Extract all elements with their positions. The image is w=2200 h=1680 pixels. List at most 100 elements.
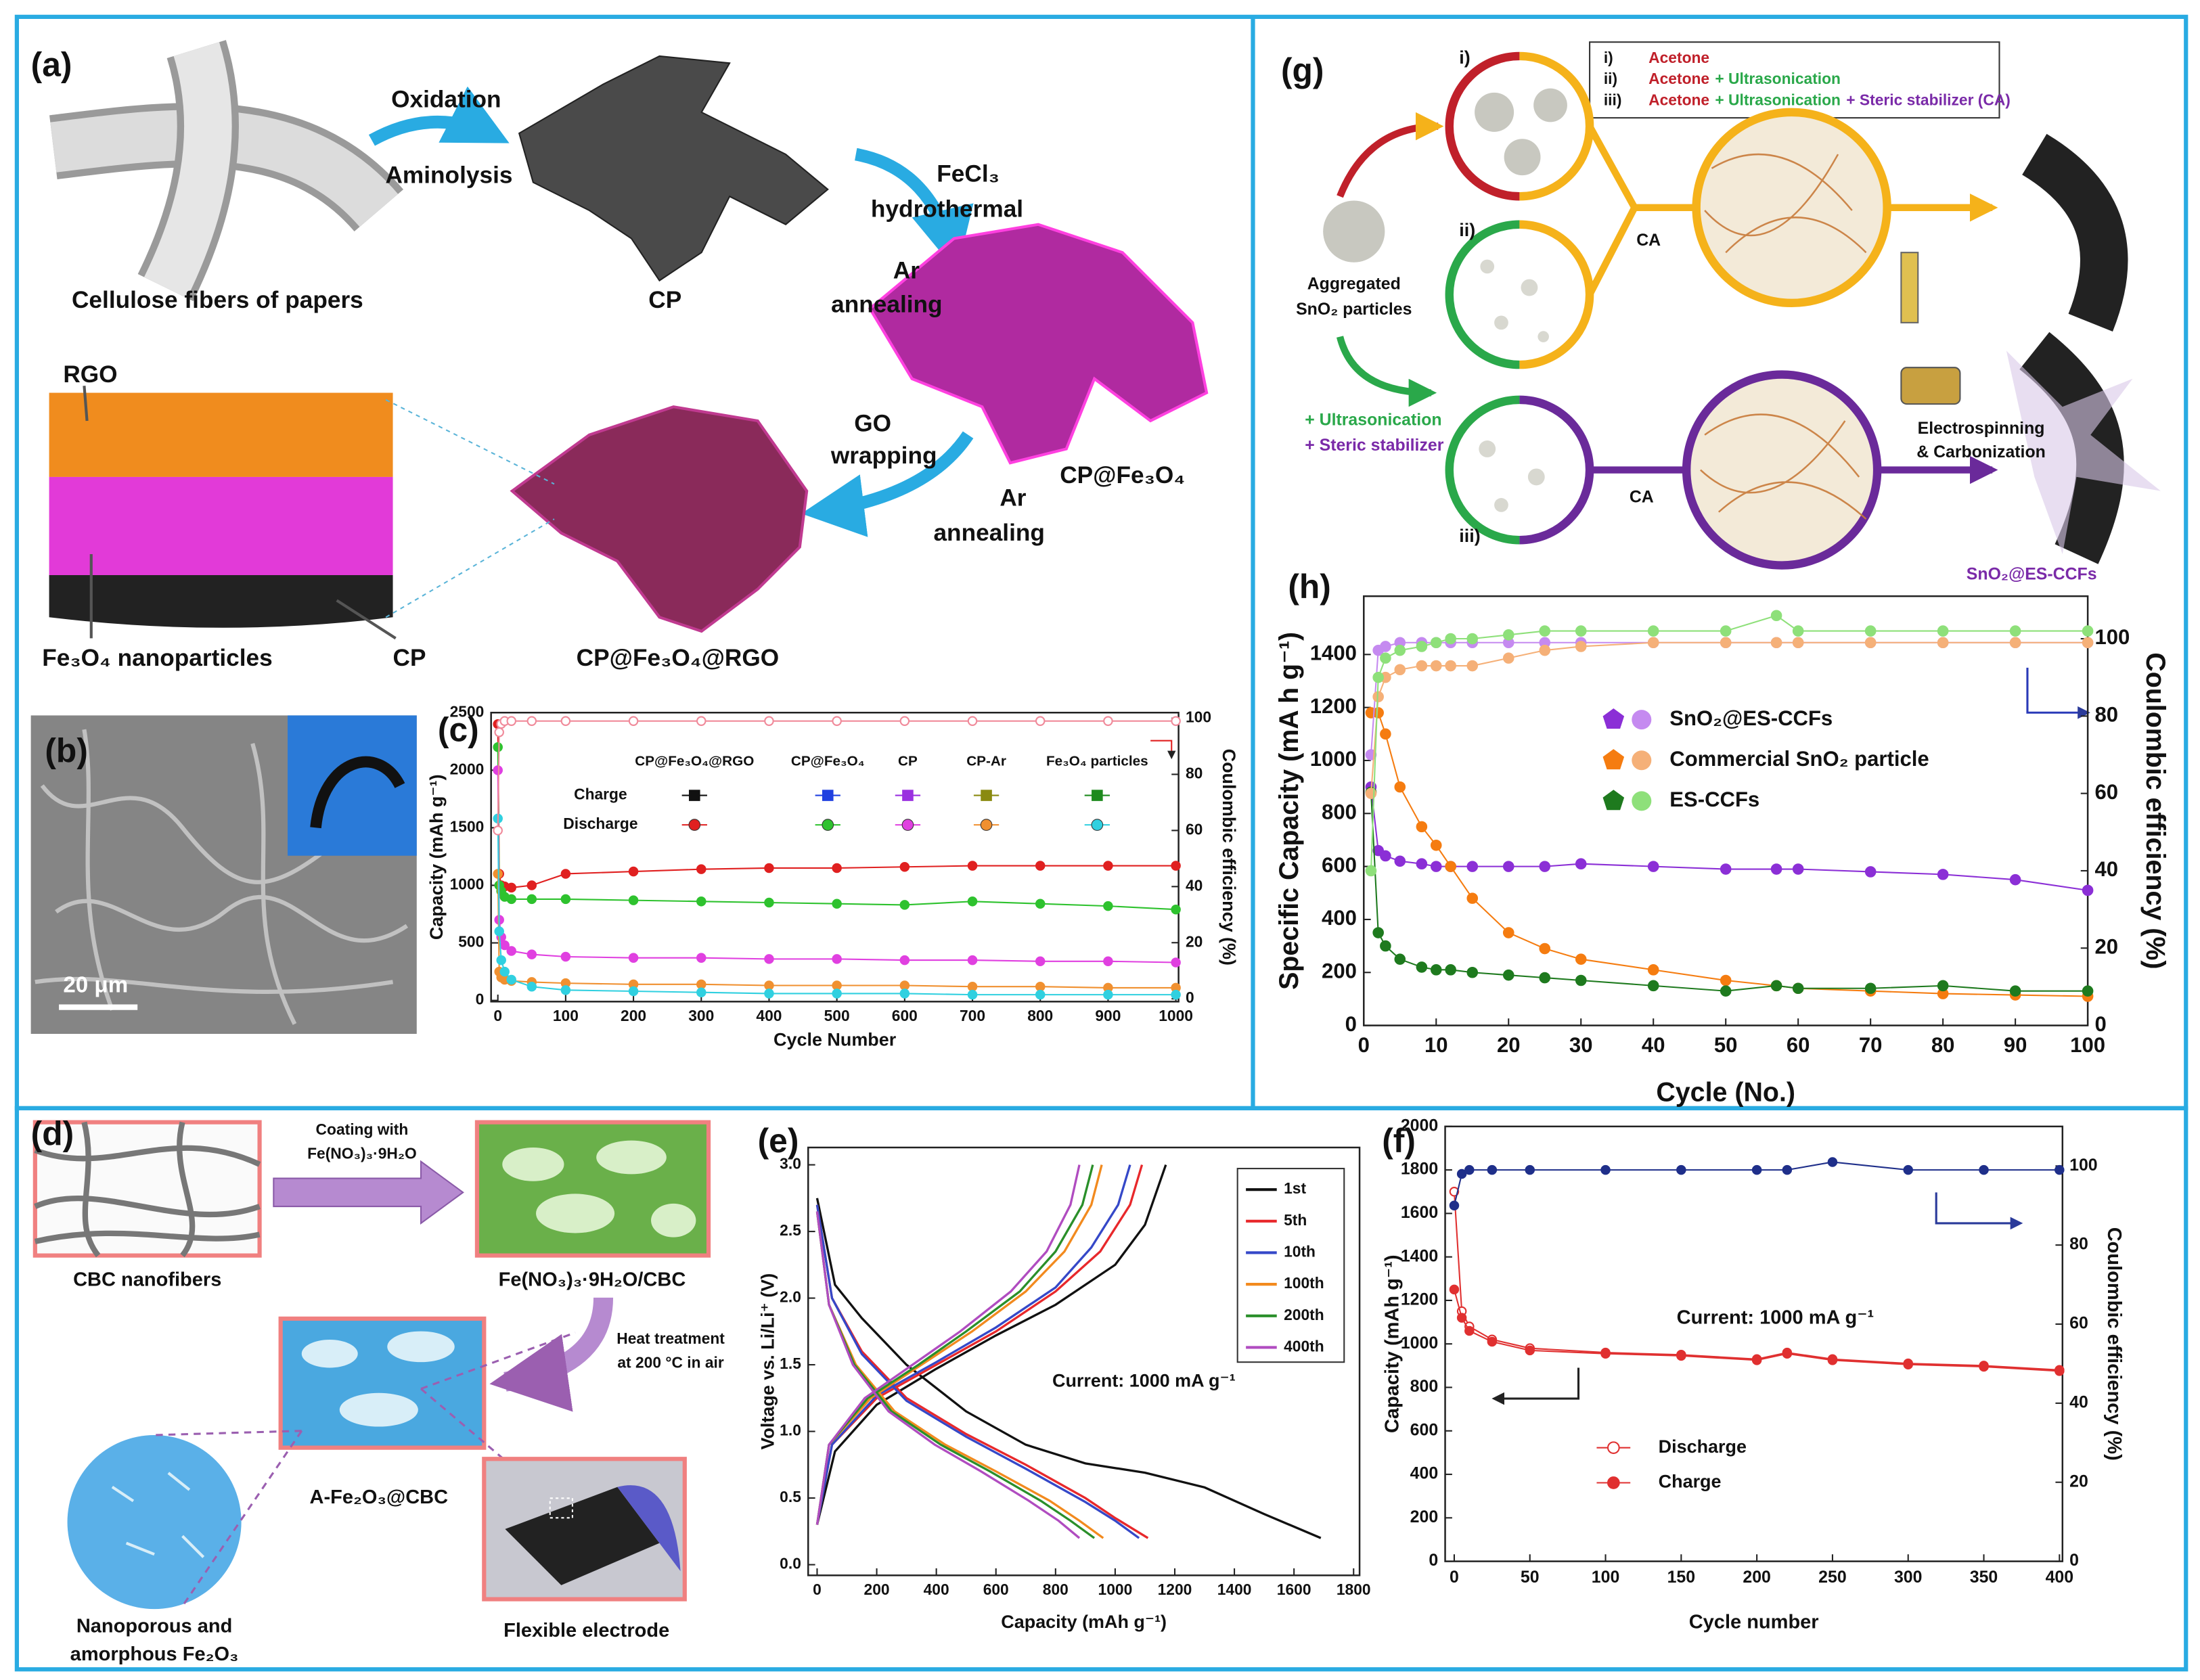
- data-point: [1035, 861, 1046, 871]
- y2-tick-label: 60: [1186, 820, 1203, 838]
- x-tick-label: 800: [1027, 1007, 1053, 1024]
- caption: Flexible electrode: [503, 1620, 669, 1641]
- data-point: [899, 716, 910, 726]
- data-point: [1103, 989, 1113, 1000]
- x-tick-label: 1400: [1217, 1581, 1252, 1598]
- y2-tick-label: 40: [1186, 876, 1203, 894]
- legend-marker: [1632, 710, 1652, 730]
- y-tick-label: 600: [1322, 853, 1357, 877]
- data-point: [1647, 964, 1659, 976]
- data-point: [496, 955, 506, 966]
- x-tick-label: 100: [553, 1007, 579, 1024]
- data-point: [764, 716, 774, 726]
- data-point: [526, 716, 537, 726]
- data-point: [1171, 716, 1181, 726]
- frames: [14, 14, 2188, 1672]
- series-line: [815, 1164, 1149, 1539]
- x-tick-label: 50: [1714, 1033, 1738, 1057]
- y-tick-label: 1.5: [780, 1355, 801, 1372]
- series-line: [1370, 792, 2088, 992]
- x-tick-label: 600: [983, 1581, 1009, 1598]
- data-point: [2009, 873, 2021, 886]
- y2-tick-label: 60: [2094, 780, 2118, 804]
- x-tick-label: 0: [493, 1007, 502, 1024]
- data-point: [1903, 1164, 1913, 1175]
- x-tick-label: 500: [824, 1007, 850, 1024]
- caption: CBC nanofibers: [73, 1269, 221, 1291]
- data-point: [899, 862, 910, 872]
- data-point: [2055, 1164, 2065, 1175]
- chart: 0 200 400 600 800 1000 1200 1400 1600 1800 0.0 0.5 1…: [757, 1146, 1371, 1632]
- y2-tick-label: 80: [2094, 703, 2118, 727]
- data-point: [1502, 629, 1514, 641]
- data-point: [1502, 969, 1514, 981]
- x-tick-label: 900: [1095, 1007, 1121, 1024]
- data-point: [526, 880, 537, 890]
- g-legend: i) Acetone ii) Acetone + Ultrasonication …: [1604, 49, 2011, 108]
- x-axis-label: Capacity (mAh g⁻¹): [1001, 1612, 1167, 1632]
- legend-marker: [1632, 791, 1652, 811]
- data-point: [1380, 940, 1391, 952]
- x-tick-label: 300: [688, 1007, 714, 1024]
- x-axis-label: Cycle Number: [773, 1030, 897, 1050]
- data-point: [696, 864, 706, 874]
- data-point: [1416, 660, 1428, 672]
- y-tick-label: 200: [1410, 1507, 1438, 1526]
- x-tick-label: 10: [1424, 1033, 1448, 1057]
- x-tick-label: 90: [2004, 1033, 2027, 1057]
- y-tick-label: 1400: [1310, 641, 1357, 665]
- legend-marker: [688, 819, 701, 831]
- y-tick-label: 2.0: [780, 1288, 801, 1306]
- step: Heat treatment: [616, 1330, 725, 1347]
- step: annealing: [933, 520, 1044, 546]
- data-point: [526, 949, 537, 959]
- data-point: [832, 863, 842, 873]
- data-point: [1171, 957, 1181, 968]
- data-point: [1380, 728, 1391, 740]
- route-label: ii): [1459, 220, 1475, 240]
- panel-label: (g): [1281, 51, 1324, 89]
- panel-b: [30, 715, 417, 1035]
- y-tick-label: 0: [1345, 1012, 1357, 1036]
- ca-label: CA: [1636, 231, 1661, 250]
- data-point: [1466, 861, 1479, 872]
- y-tick-label: 2000: [450, 760, 485, 777]
- pointer: [83, 385, 89, 422]
- data-point: [764, 954, 774, 964]
- data-point: [1903, 1359, 1913, 1370]
- data-point: [1782, 1348, 1793, 1359]
- data-point: [2009, 985, 2021, 997]
- legend-label: 1st: [1284, 1179, 1306, 1197]
- rgo-layer: [49, 392, 393, 477]
- y-tick-label: 800: [1322, 800, 1357, 824]
- y2-tick-label: 0: [2069, 1551, 2079, 1570]
- data-point: [1575, 625, 1587, 637]
- x-tick-label: 250: [1818, 1568, 1846, 1587]
- y-tick-label: 0.5: [780, 1488, 801, 1505]
- data-point: [1394, 664, 1406, 676]
- data-point: [1864, 625, 1877, 637]
- data-point: [1466, 966, 1479, 978]
- data-point: [1466, 892, 1479, 904]
- data-point: [1416, 858, 1428, 869]
- data-point: [494, 926, 504, 936]
- step: FeCl₃: [937, 160, 1000, 187]
- series-line: [815, 1164, 1081, 1539]
- caption: amorphous Fe₂O₃: [70, 1643, 239, 1665]
- step: Ar: [1000, 484, 1026, 511]
- data-point: [1539, 625, 1551, 637]
- data-point: [1792, 625, 1804, 637]
- bottom-frame: [14, 1106, 2188, 1672]
- data-point: [628, 716, 639, 726]
- chart: 0 100 200 300 400 500 600 700 800 900 100005001000…: [426, 702, 1239, 1049]
- step: at 200 °C in air: [617, 1353, 723, 1371]
- inset-film: [310, 756, 405, 829]
- data-point: [1751, 1355, 1762, 1365]
- data-point: [1035, 899, 1046, 909]
- data-point: [967, 981, 978, 992]
- data-point: [1600, 1348, 1611, 1359]
- y2-tick-label: 60: [2069, 1314, 2088, 1333]
- data-point: [1864, 637, 1877, 649]
- data-point: [1979, 1361, 1989, 1372]
